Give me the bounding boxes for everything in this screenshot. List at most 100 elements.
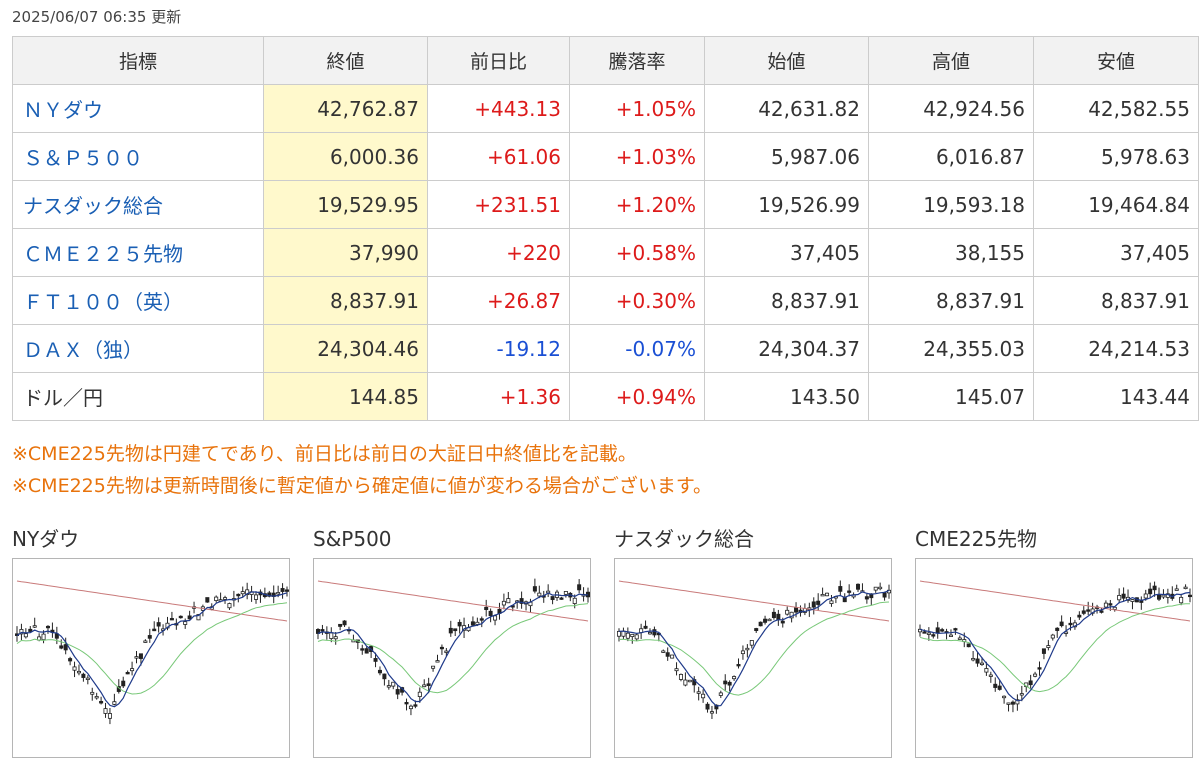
candle-body: [470, 621, 475, 626]
close-value: 6,000.36: [263, 132, 428, 181]
candle-body: [873, 586, 878, 591]
candle-body: [678, 673, 683, 680]
index-link[interactable]: Ｓ＆Ｐ５００: [23, 146, 143, 170]
candle-body: [107, 713, 112, 719]
candle-body: [28, 628, 33, 632]
candle-body: [408, 705, 413, 710]
candle-body: [1112, 606, 1117, 610]
candle-body: [413, 704, 418, 707]
candle-body: [758, 621, 763, 627]
candle-body: [931, 634, 936, 637]
candle-body: [1161, 594, 1166, 598]
candle-body: [85, 677, 90, 681]
change-value: +231.51: [427, 180, 570, 229]
index-name-cell: ドル／円: [12, 372, 264, 421]
index-link[interactable]: ＣＭＥ２２５先物: [23, 242, 183, 266]
candle-body: [745, 647, 750, 651]
index-name-cell: ＣＭＥ２２５先物: [12, 228, 264, 277]
candle-body: [1086, 609, 1091, 612]
close-value: 144.85: [263, 372, 428, 421]
low-value: 143.44: [1033, 372, 1199, 421]
candle-body: [723, 680, 728, 685]
index-name-cell: Ｓ＆Ｐ５００: [12, 132, 264, 181]
candle-body: [59, 645, 64, 649]
short-ma-line: [618, 589, 890, 707]
header-open: 始値: [704, 36, 869, 85]
index-name-cell: ＮＹダウ: [12, 84, 264, 133]
candle-body: [205, 597, 210, 603]
high-value: 6,016.87: [868, 132, 1034, 181]
chart-thumb-nasdaq[interactable]: ナスダック総合: [614, 524, 892, 758]
candle-body: [732, 676, 737, 680]
candle-body: [754, 628, 759, 632]
candle-body: [1183, 586, 1188, 590]
candle-body: [563, 591, 568, 595]
long-ma-line: [618, 580, 890, 622]
candle-body: [501, 600, 506, 606]
change-value: +443.13: [427, 84, 570, 133]
index-link[interactable]: ＦＴ１００（英）: [23, 290, 183, 314]
candle-body: [134, 656, 139, 659]
index-name-cell: ＤＡＸ（独）: [12, 324, 264, 373]
candle-body: [634, 634, 639, 640]
chart-thumb-cme225[interactable]: CME225先物: [915, 524, 1193, 758]
index-link[interactable]: ナスダック総合: [23, 194, 163, 218]
long-ma-line: [16, 580, 288, 622]
table-header-row: 指標 終値 前日比 騰落率 始値 高値 安値: [12, 36, 1199, 85]
update-timestamp: 2025/06/07 06:35 更新: [12, 8, 182, 26]
candle-body: [342, 620, 347, 626]
candle-body: [453, 628, 458, 632]
chart-image[interactable]: [12, 558, 290, 758]
candle-body: [236, 593, 241, 597]
candle-body: [647, 632, 652, 635]
candle-body: [749, 640, 754, 646]
candle-body: [856, 583, 861, 590]
candle-body: [364, 648, 369, 654]
candle-body: [183, 621, 188, 625]
candle-body: [338, 623, 343, 627]
chart-thumb-sp500[interactable]: S&P500: [313, 524, 591, 758]
candle-body: [506, 598, 511, 604]
candle-body: [1157, 594, 1162, 600]
candle-body: [953, 628, 958, 631]
candle-body: [223, 597, 228, 600]
candle-body: [143, 640, 148, 643]
index-link[interactable]: ＮＹダウ: [23, 98, 103, 122]
candle-body: [373, 658, 378, 662]
chart-thumb-nydow[interactable]: NYダウ: [12, 524, 290, 758]
candle-body: [377, 669, 382, 674]
candle-body: [1046, 645, 1051, 648]
candle-body: [966, 643, 971, 648]
candle-body: [187, 615, 192, 620]
candle-body: [81, 673, 86, 678]
candle-body: [776, 613, 781, 621]
candle-body: [448, 627, 453, 634]
chart-image[interactable]: [313, 558, 591, 758]
high-value: 145.07: [868, 372, 1034, 421]
candle-body: [718, 692, 723, 696]
candle-body: [391, 681, 396, 687]
mid-ma-line: [16, 602, 288, 695]
chart-image[interactable]: [614, 558, 892, 758]
candle-body: [1130, 599, 1135, 602]
candle-body: [537, 592, 542, 597]
candle-body: [1139, 600, 1144, 603]
rate-value: +1.05%: [569, 84, 705, 133]
chart-image[interactable]: [915, 558, 1193, 758]
candle-body: [771, 611, 776, 618]
candle-body: [63, 644, 68, 651]
candle-body: [1055, 627, 1060, 631]
index-link[interactable]: ＤＡＸ（独）: [23, 338, 143, 362]
candle-body: [333, 636, 338, 640]
candle-body: [320, 629, 325, 632]
table-row: Ｓ＆Ｐ５００ 6,000.36 +61.06 +1.03% 5,987.06 6,016.…: [12, 132, 1199, 181]
candle-body: [404, 702, 409, 705]
open-value: 5,987.06: [704, 132, 869, 181]
header-high: 高値: [868, 36, 1034, 85]
candle-body: [935, 627, 940, 634]
candle-body: [138, 653, 143, 659]
index-name-cell: ナスダック総合: [12, 180, 264, 229]
table-row: ＦＴ１００（英） 8,837.91 +26.87 +0.30% 8,837.91 8,83…: [12, 276, 1199, 325]
candle-body: [1041, 648, 1046, 654]
change-value: +220: [427, 228, 570, 277]
